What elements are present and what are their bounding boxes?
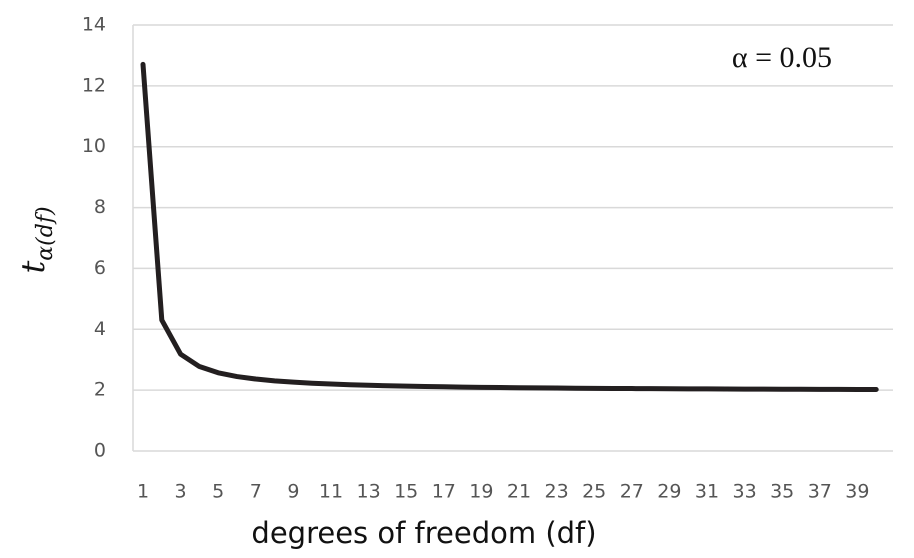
y-tick-label: 12 bbox=[82, 74, 106, 96]
x-tick-label: 1 bbox=[137, 481, 149, 503]
x-tick-label: 27 bbox=[620, 481, 644, 503]
x-axis-label: degrees of freedom (df) bbox=[251, 516, 596, 550]
x-tick-label: 21 bbox=[507, 481, 531, 503]
x-tick-label: 31 bbox=[695, 481, 719, 503]
x-tick-label: 29 bbox=[657, 481, 681, 503]
x-tick-label: 15 bbox=[394, 481, 418, 503]
y-label-subscript: α(df) bbox=[33, 206, 58, 260]
x-tick-label: 19 bbox=[469, 481, 493, 503]
x-tick-label: 3 bbox=[175, 481, 187, 503]
x-tick-label: 37 bbox=[808, 481, 832, 503]
x-tick-label: 39 bbox=[845, 481, 869, 503]
y-tick-label: 6 bbox=[94, 257, 106, 279]
y-label-main: t bbox=[14, 261, 52, 274]
line-series bbox=[140, 61, 879, 393]
y-tick-label: 4 bbox=[94, 318, 106, 340]
x-tick-label: 7 bbox=[250, 481, 262, 503]
y-tick-label: 8 bbox=[94, 196, 106, 218]
x-tick-label: 35 bbox=[770, 481, 794, 503]
x-tick-label: 17 bbox=[432, 481, 456, 503]
x-tick-label: 25 bbox=[582, 481, 606, 503]
annotation: α = 0.05 bbox=[732, 41, 832, 74]
x-tick-label: 13 bbox=[357, 481, 381, 503]
y-tick-label: 14 bbox=[82, 14, 106, 36]
y-tick-label: 2 bbox=[94, 379, 106, 401]
y-tick-label: 0 bbox=[94, 440, 106, 462]
x-tick-label: 9 bbox=[287, 481, 299, 503]
x-tick-label: 5 bbox=[212, 481, 224, 503]
x-tick-label: 33 bbox=[733, 481, 757, 503]
y-tick-label: 10 bbox=[82, 135, 106, 157]
y-axis-label: tα(df) bbox=[14, 206, 58, 273]
x-tick-label: 11 bbox=[319, 481, 343, 503]
x-tick-label: 23 bbox=[545, 481, 569, 503]
